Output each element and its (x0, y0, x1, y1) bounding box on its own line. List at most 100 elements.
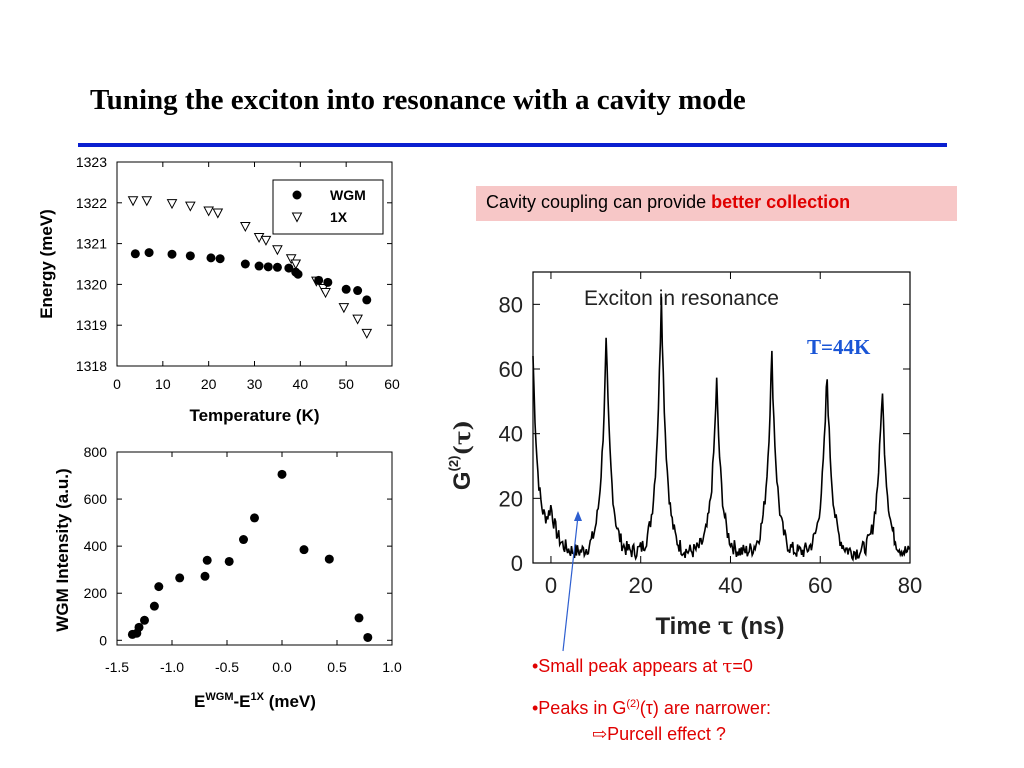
plot2-xtick-label: 0.0 (272, 659, 292, 675)
plot2-frame (116, 451, 393, 646)
plot1-legend-box (272, 179, 384, 235)
plot1-xtick-label: 10 (155, 376, 171, 392)
plot1-point-wgm (240, 259, 250, 269)
plot1-point-wgm (293, 269, 303, 279)
plot1-point-wgm (272, 262, 282, 272)
plot2-ytick-label: 200 (84, 585, 108, 601)
pointer-arrow-line (562, 515, 579, 652)
plot1-ytick-label: 1323 (76, 154, 107, 170)
plot1-point-wgm (263, 262, 273, 272)
plot1-legend-1x-label: 1X (330, 209, 348, 225)
plot2-xtick-label: 1.0 (382, 659, 402, 675)
plot2-xtick-label: -0.5 (215, 659, 239, 675)
plot1-xtick-label: 30 (247, 376, 263, 392)
plot1-point-1x (185, 201, 196, 212)
plot2-point (175, 573, 185, 583)
plot2-point (299, 545, 309, 555)
plot3-xtick-label: 80 (898, 573, 922, 598)
plot2-point (140, 615, 149, 625)
plot3-xlabel: Time τ (ns) (655, 611, 784, 640)
plot1-point-wgm (314, 275, 324, 285)
plot1-point-1x (361, 328, 373, 339)
plot1-point-1x (212, 208, 224, 219)
plot1-xtick-label: 40 (293, 376, 309, 392)
plot1-xlabel: Temperature (K) (189, 406, 319, 425)
slide-title: Tuning the exciton into resonance with a… (90, 84, 746, 116)
plot2-point (149, 601, 159, 611)
plot1-legend-wgm-marker (292, 190, 302, 200)
plot2-ytick-label: 400 (84, 538, 108, 554)
plot3-annotation: T=44K (807, 335, 871, 359)
plot3-xtick-label: 20 (628, 573, 652, 598)
plot1-ytick-label: 1321 (76, 236, 107, 252)
plot1-point-wgm (362, 295, 372, 305)
plot1-point-wgm (341, 284, 351, 294)
plot2-xtick-label: -1.5 (105, 659, 129, 675)
plot3-title: Exciton in resonance (584, 287, 779, 310)
plot3-ytick-label: 80 (499, 292, 523, 317)
plot1-point-wgm (323, 277, 333, 287)
plot1-point-1x (203, 206, 214, 217)
bullet-narrower-peaks: •Peaks in G(2)(τ) are narrower: (532, 698, 771, 718)
plot3-ytick-label: 0 (511, 551, 523, 576)
plot1-legend-1x-marker (291, 212, 303, 223)
plot1-point-1x (338, 303, 350, 314)
plot1-point-1x (166, 199, 178, 210)
plot1-ylabel: Energy (meV) (37, 209, 56, 319)
plot2-point (202, 555, 212, 565)
plot1-point-1x (127, 196, 139, 207)
plot1-point-wgm (167, 249, 177, 259)
plot1-point-wgm (144, 248, 154, 258)
plot2-ytick-label: 0 (99, 632, 107, 648)
plot1-ytick-label: 1320 (76, 276, 107, 292)
plot3-ylabel: G(2)(τ) (446, 420, 476, 490)
plot2-point (224, 556, 234, 566)
plot2-point (363, 632, 373, 642)
plot2-point (134, 622, 144, 632)
plot1-point-wgm (206, 253, 216, 263)
plot1-point-1x (272, 245, 283, 256)
plot2-ytick-label: 800 (84, 444, 108, 460)
bullet-purcell: ⇨Purcell effect ? (592, 724, 726, 745)
plot2-point (239, 535, 248, 545)
plot3-xtick-label: 0 (545, 573, 557, 598)
plot1-point-1x (260, 235, 272, 246)
plot2-point (277, 469, 287, 479)
plot1-point-wgm (284, 263, 294, 273)
plot3-xtick-label: 40 (718, 573, 742, 598)
callout-highlight: better collection (711, 192, 851, 212)
plot2-ytick-label: 600 (84, 491, 108, 507)
plot1-point-1x (253, 232, 265, 244)
plot3-xtick-label: 60 (808, 573, 832, 598)
plot2-point (250, 513, 259, 523)
plot3-ytick-label: 40 (499, 422, 523, 447)
plot1-point-1x (352, 314, 363, 325)
plot1-xtick-label: 50 (338, 376, 354, 392)
plot1-xtick-label: 20 (201, 376, 217, 392)
plot3-frame (532, 271, 911, 564)
plot1-point-1x (141, 196, 153, 207)
plot2-point (154, 582, 164, 592)
plot1-xtick-label: 60 (384, 376, 400, 392)
plot1-point-1x (320, 288, 331, 299)
plot3-ytick-label: 60 (499, 357, 523, 382)
plot1-point-1x (240, 221, 251, 233)
plot1-legend-wgm-label: WGM (330, 187, 366, 203)
plot2-xlabel: EWGM-E1X (meV) (194, 691, 316, 711)
plot2-point (324, 554, 334, 564)
plot2-xtick-label: -1.0 (160, 659, 184, 675)
plot1-point-wgm (215, 254, 225, 264)
plot3-ytick-label: 20 (499, 486, 523, 511)
plot3-trace (532, 296, 910, 563)
pointer-arrow-head (574, 511, 582, 521)
plot1-point-1x (290, 259, 302, 270)
plot2-xtick-label: 0.5 (327, 659, 347, 675)
plot1-point-wgm (254, 261, 264, 271)
plot2-ylabel: WGM Intensity (a.u.) (53, 468, 72, 631)
callout-box: Cavity coupling can provide better colle… (476, 186, 957, 221)
plot1-point-1x (285, 254, 297, 265)
title-underline (78, 143, 947, 147)
plot1-ytick-label: 1319 (76, 317, 107, 333)
plot1-ytick-label: 1322 (76, 195, 107, 211)
